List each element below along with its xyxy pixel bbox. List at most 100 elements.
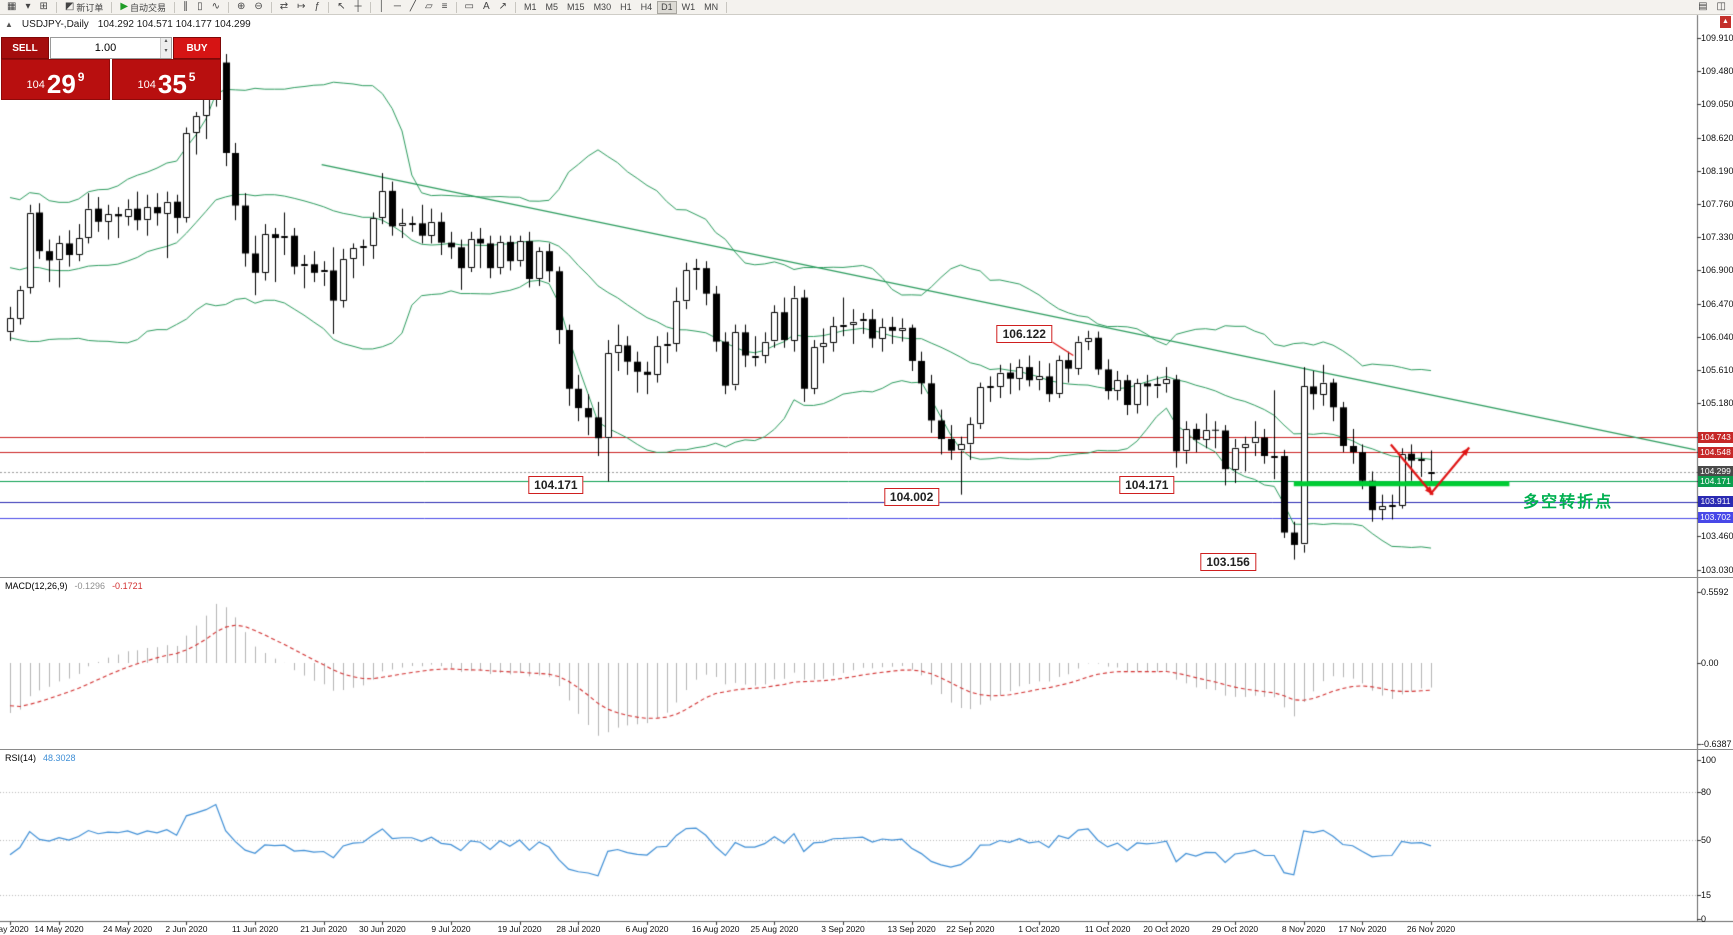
bid-prefix: 104 [26,79,45,91]
line-chart-button[interactable]: ∿ [208,1,224,14]
time-axis-label: 28 Jul 2020 [556,924,601,934]
horizontal-line-button[interactable]: ─ [390,1,405,14]
axis-corner-button[interactable]: ▲ [1720,16,1731,28]
timeframe-d1[interactable]: D1 [657,0,677,14]
crosshair-button[interactable]: ┼ [350,1,365,14]
time-axis-label: 8 Nov 2020 [1281,924,1326,934]
timeframe-m15[interactable]: M15 [563,1,589,14]
fibonacci-button-icon: ≡ [441,1,448,12]
toolbar-separator [515,1,517,13]
time-axis-label: 9 Jul 2020 [431,924,471,934]
toolbar-separator [174,1,176,13]
templates-button[interactable]: ▤ [1694,1,1711,14]
timeframe-h4-label: H4 [640,2,653,12]
time-axis-label: 21 Jun 2020 [300,924,347,934]
price-axis[interactable]: 109.910 109.480 109.050 108.620 108.190 107.7… [1698,0,1733,924]
timeframe-m5[interactable]: M5 [542,1,563,14]
tile-windows-button-icon: ◫ [1716,1,1726,12]
time-axis-label: 16 Aug 2020 [691,924,740,934]
time-axis-label: 24 May 2020 [103,924,153,934]
timeframe-mn[interactable]: MN [700,1,722,14]
volume-input[interactable] [51,38,160,58]
cursor-button[interactable]: ↖ [333,1,349,14]
volume-stepper: ▴ ▾ [160,38,171,58]
sell-button[interactable]: SELL [1,37,49,59]
buy-button[interactable]: BUY [173,37,221,59]
candlestick-button[interactable]: ▯ [193,1,207,14]
ask-big-digits: 35 [157,68,187,99]
zoom-in-button-icon: ⊕ [236,1,246,12]
timeframe-m1[interactable]: M1 [520,1,541,14]
toolbar-separator [726,1,728,13]
timeframe-d1-label: D1 [661,2,673,12]
price-tick-label: 105.610 [1701,365,1733,376]
chart-dropdown[interactable]: ▾ [21,1,34,14]
zoom-in-button[interactable]: ⊕ [233,1,249,14]
time-axis-label: 20 Oct 2020 [1143,924,1190,934]
candlestick-button-icon: ▯ [197,1,203,12]
ask-pip-digit: 5 [188,70,196,84]
equidistant-channel-button[interactable]: ▱ [421,1,437,14]
text-label-button[interactable]: A [479,1,494,14]
timeframe-h1-label: H1 [620,2,632,12]
price-tick-label: 107.330 [1701,232,1733,243]
bar-chart-button-icon: ∥ [183,1,189,12]
bid-price-display[interactable]: 104 29 9 [1,59,110,100]
price-note-box[interactable]: 103.156 [1200,552,1256,571]
bar-chart-button[interactable]: ∥ [179,1,192,14]
auto-trading-button-label: 自动交易 [130,2,167,13]
profiles-button[interactable]: ⊞ [35,1,51,14]
price-tick-label: 107.760 [1701,199,1733,209]
price-note-box[interactable]: 106.122 [996,324,1052,343]
macd-panel-separator[interactable] [0,577,1733,578]
fibonacci-button[interactable]: ≡ [438,1,452,14]
macd-indicator-label: MACD(12,26,9) -0.1296 -0.1721 [5,581,143,591]
trendline-button[interactable]: ╱ [406,1,420,14]
tile-windows-button[interactable]: ◫ [1713,1,1730,14]
price-note-box[interactable]: 104.171 [528,475,584,494]
ask-prefix: 104 [137,79,156,91]
rsi-axis-label: 0 [1701,914,1707,924]
toolbar-separator [270,1,272,13]
toolbar-separator [227,1,229,13]
price-tick-label: 108.190 [1701,165,1733,176]
trend-note-text[interactable]: 多空转折点 [1523,494,1614,512]
time-axis-label: 25 Aug 2020 [750,924,799,934]
chart-shift-button[interactable]: ↦ [293,1,309,14]
price-badge: 104.171 [1698,475,1733,487]
toolbar-separator [369,1,371,13]
time-axis[interactable]: May 2020 14 May 2020 24 May 2020 2 Jun 2020… [0,922,1733,935]
timeframe-m30[interactable]: M30 [590,1,616,14]
price-tick-label: 106.900 [1701,265,1733,276]
indicators-button[interactable]: ƒ [311,1,325,14]
price-note-box[interactable]: 104.171 [1119,475,1175,494]
timeframe-w1[interactable]: W1 [678,1,700,14]
volume-down-button[interactable]: ▾ [161,48,171,58]
arrows-button[interactable]: ↗ [495,1,511,14]
price-note-box[interactable]: 104.002 [883,487,940,506]
macd-axis-label: 0.5592 [1701,586,1729,597]
time-axis-label: 17 Nov 2020 [1338,924,1387,934]
rsi-panel-separator[interactable] [0,749,1733,750]
shapes-button[interactable]: ▭ [461,1,478,14]
zoom-out-button[interactable]: ⊖ [250,1,266,14]
ask-price-display[interactable]: 104 35 5 [112,59,221,100]
rsi-axis-label: 15 [1701,890,1712,901]
volume-up-button[interactable]: ▴ [161,38,171,48]
price-badge: 104.548 [1698,446,1733,458]
toolbar: ▦ ▾ ⊞ ◩ 新订单 ▶ 自动交易 ∥ ▯ ∿ ⊕ ⊖ ⇄ ↦ ƒ ↖ ┼ │ ─ ╱ ▱ ≡ ▭ A ↗ M1 M5 M15 M30… [0,0,1733,15]
new-chart-button[interactable]: ▦ [3,1,20,14]
auto-scroll-button[interactable]: ⇄ [276,1,292,14]
auto-trading-button[interactable]: ▶ 自动交易 [116,1,170,14]
timeframe-h4[interactable]: H4 [637,1,657,14]
chart-ohlc-readout: 104.292 104.571 104.177 104.299 [97,19,251,30]
macd-name: MACD(12,26,9) [5,581,68,591]
bid-big-digits: 29 [46,68,76,99]
toolbar-separator [328,1,330,13]
new-order-button[interactable]: ◩ 新订单 [61,1,107,14]
time-axis-label: 30 Jun 2020 [358,924,406,934]
timeframe-h1[interactable]: H1 [616,1,636,14]
vertical-line-button[interactable]: │ [375,1,389,14]
collapse-panel-icon[interactable]: ▲ [5,20,13,29]
